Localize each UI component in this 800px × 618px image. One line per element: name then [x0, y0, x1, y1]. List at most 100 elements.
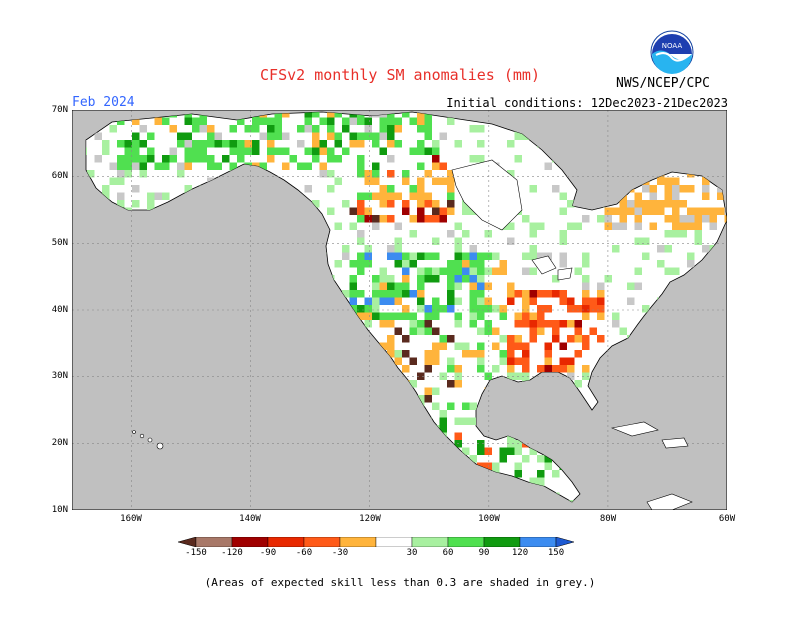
anomaly-cell — [507, 170, 515, 178]
anomaly-cell — [432, 297, 440, 305]
anomaly-cell — [124, 147, 132, 155]
anomaly-cell — [417, 282, 425, 290]
anomaly-cell — [432, 357, 440, 365]
anomaly-cell — [552, 320, 560, 328]
anomaly-cell — [372, 305, 380, 313]
anomaly-cell — [702, 192, 710, 200]
anomaly-cell — [484, 267, 492, 275]
anomaly-cell — [342, 117, 350, 125]
anomaly-cell — [507, 350, 515, 358]
anomaly-cell — [469, 252, 477, 260]
anomaly-cell — [252, 147, 260, 155]
anomaly-cell — [499, 357, 507, 365]
anomaly-cell — [514, 470, 522, 478]
anomaly-cell — [694, 215, 702, 223]
anomaly-cell — [477, 327, 485, 335]
anomaly-cell — [462, 252, 470, 260]
anomaly-cell — [424, 350, 432, 358]
anomaly-cell — [424, 132, 432, 140]
anomaly-cell — [514, 132, 522, 140]
anomaly-cell — [574, 222, 582, 230]
anomaly-cell — [364, 125, 372, 133]
anomaly-cell — [574, 305, 582, 313]
anomaly-cell — [589, 327, 597, 335]
anomaly-cell — [672, 177, 680, 185]
anomaly-cell — [664, 245, 672, 253]
anomaly-cell — [447, 290, 455, 298]
anomaly-cell — [132, 162, 140, 170]
anomaly-cell — [304, 185, 312, 193]
anomaly-cell — [499, 260, 507, 268]
anomaly-cell — [439, 215, 447, 223]
anomaly-cell — [514, 335, 522, 343]
anomaly-cell — [522, 342, 530, 350]
anomaly-cell — [507, 372, 515, 380]
anomaly-cell — [379, 185, 387, 193]
anomaly-cell — [657, 207, 665, 215]
anomaly-cell — [424, 327, 432, 335]
colorbar-segment — [375, 537, 413, 547]
anomaly-cell — [169, 155, 177, 163]
anomaly-cell — [349, 112, 357, 118]
anomaly-cell — [432, 162, 440, 170]
anomaly-cell — [327, 117, 335, 125]
anomaly-cell — [522, 372, 530, 380]
anomaly-cell — [612, 320, 620, 328]
anomaly-cell — [522, 290, 530, 298]
anomaly-cell — [177, 170, 185, 178]
anomaly-cell — [409, 290, 417, 298]
anomaly-cell — [544, 320, 552, 328]
anomaly-cell — [567, 372, 575, 380]
anomaly-cell — [664, 267, 672, 275]
anomaly-cell — [582, 260, 590, 268]
anomaly-cell — [357, 260, 365, 268]
anomaly-cell — [642, 185, 650, 193]
anomaly-cell — [327, 132, 335, 140]
anomaly-cell — [597, 305, 605, 313]
anomaly-cell — [139, 125, 147, 133]
anomaly-cell — [582, 215, 590, 223]
anomaly-cell — [544, 357, 552, 365]
anomaly-cell — [537, 365, 545, 373]
anomaly-cell — [394, 140, 402, 148]
anomaly-cell — [514, 447, 522, 455]
anomaly-cell — [379, 215, 387, 223]
anomaly-cell — [379, 192, 387, 200]
anomaly-cell — [447, 380, 455, 388]
anomaly-cell — [604, 215, 612, 223]
lat-label: 20N — [51, 438, 68, 448]
anomaly-cell — [492, 252, 500, 260]
anomaly-cell — [86, 147, 87, 155]
anomaly-cell — [102, 147, 110, 155]
anomaly-cell — [312, 147, 320, 155]
anomaly-cell — [184, 132, 192, 140]
anomaly-cell — [529, 222, 537, 230]
anomaly-cell — [282, 147, 290, 155]
anomaly-cell — [672, 222, 680, 230]
anomaly-cell — [544, 365, 552, 373]
anomaly-cell — [117, 177, 125, 185]
anomaly-cell — [229, 125, 237, 133]
anomaly-cell — [522, 297, 530, 305]
anomaly-cell — [424, 200, 432, 208]
anomaly-cell — [417, 305, 425, 313]
anomaly-cell — [454, 260, 462, 268]
anomaly-cell — [694, 222, 702, 230]
anomaly-cell — [417, 327, 425, 335]
anomaly-cell — [102, 192, 110, 200]
anomaly-cell — [372, 282, 380, 290]
anomaly-cell — [717, 192, 725, 200]
anomaly-cell — [387, 112, 395, 118]
anomaly-cell — [364, 170, 372, 178]
anomaly-cell — [409, 327, 417, 335]
anomaly-cell — [447, 185, 455, 193]
anomaly-cell — [417, 177, 425, 185]
anomaly-cell — [447, 402, 455, 410]
anomaly-cell — [282, 132, 290, 140]
anomaly-cell — [192, 155, 200, 163]
anomaly-cell — [634, 222, 642, 230]
anomaly-cell — [357, 200, 365, 208]
anomaly-cell — [439, 410, 447, 418]
anomaly-cell — [252, 125, 260, 133]
anomaly-cell — [364, 312, 372, 320]
